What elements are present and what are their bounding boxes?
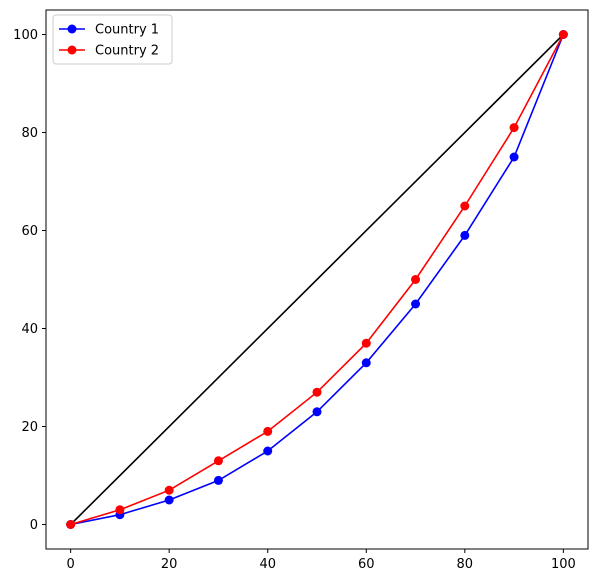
series-country-2 [66,30,568,529]
data-point [263,446,273,456]
data-point [509,152,519,162]
y-tick-label: 20 [21,420,38,435]
x-tick-label: 20 [161,557,178,572]
plot-frame [45,9,589,550]
equality-line [70,33,564,526]
data-point [213,475,223,485]
data-point [66,520,76,529]
data-point [213,456,223,466]
y-axis: 0 20 40 60 80 100 [13,28,46,533]
data-point [312,407,322,417]
legend-label: Country 2 [95,44,159,59]
x-axis: 0 20 40 60 80 100 [66,549,576,572]
y-tick-label: 60 [21,224,38,239]
data-point [460,201,470,211]
x-tick-label: 60 [358,557,375,572]
x-tick-label: 80 [457,557,474,572]
legend-marker [67,45,77,55]
x-tick-label: 0 [66,557,74,572]
data-point [115,505,125,515]
y-tick-label: 0 [30,518,38,533]
data-point [558,30,568,39]
data-point [460,230,470,240]
legend-item-country-1: Country 1 [59,23,159,38]
data-point [361,338,371,348]
legend-marker [67,24,77,34]
data-point [312,387,322,397]
data-point [411,299,421,309]
data-point [411,275,421,284]
equality-line-layer [70,33,564,526]
legend: Country 1 Country 2 [52,14,173,65]
y-tick-label: 100 [13,28,38,43]
data-point [164,485,174,495]
series-layer [66,30,568,529]
x-tick-label: 40 [259,557,276,572]
data-point [164,495,174,505]
data-point [263,426,273,436]
data-point [361,358,371,368]
legend-label: Country 1 [95,23,159,38]
series-country-1 [66,30,568,529]
data-point [509,123,519,133]
legend-frame [52,14,173,65]
y-tick-label: 40 [21,322,38,337]
legend-item-country-2: Country 2 [59,44,159,59]
y-tick-label: 80 [21,126,38,141]
x-tick-label: 100 [551,557,576,572]
